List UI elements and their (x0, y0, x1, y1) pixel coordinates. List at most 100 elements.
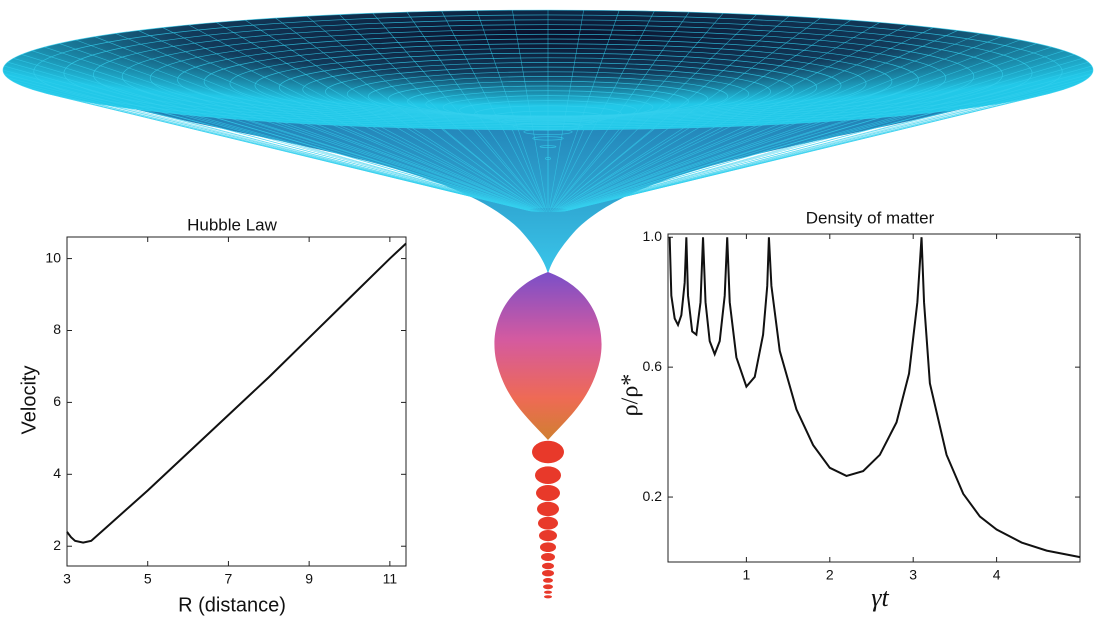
funnel-mesh (549, 129, 584, 213)
funnel-mesh (2, 69, 529, 211)
y-tick-label: 0.6 (643, 358, 663, 374)
plot-frame (667, 233, 1081, 563)
funnel-mesh (554, 126, 724, 213)
funnel-mesh (512, 10, 547, 209)
y-tick-label: 6 (53, 393, 61, 409)
funnel-mesh (553, 127, 690, 213)
bead (539, 530, 557, 542)
y-axis-label: Velocity (18, 366, 40, 435)
x-tick-label: 11 (383, 571, 398, 587)
plot-frame (66, 236, 407, 567)
funnel-mesh (4, 73, 529, 211)
funnel-mesh (557, 17, 821, 209)
funnel-mesh (567, 61, 1089, 211)
y-tick-label: 10 (45, 249, 61, 265)
bead (536, 485, 560, 501)
funnel-mesh (566, 46, 1052, 210)
funnel-mesh (476, 10, 546, 209)
x-axis-label: γt (871, 583, 889, 612)
x-tick-label: 7 (225, 571, 233, 587)
bead (543, 584, 553, 590)
x-tick-label: 4 (993, 567, 1001, 583)
bead (543, 578, 553, 583)
funnel-mesh (245, 19, 538, 209)
funnel-mesh (13, 58, 529, 210)
funnel-mesh (306, 123, 540, 213)
funnel-mesh (562, 27, 934, 209)
funnel-mesh (552, 11, 690, 209)
y-tick-label: 2 (53, 537, 61, 553)
funnel-mesh (555, 125, 757, 213)
funnel-mesh (21, 54, 529, 210)
funnel-mesh (21, 85, 529, 211)
funnel-illustration (2, 9, 1094, 599)
y-tick-label: 1.0 (643, 228, 663, 244)
funnel-mesh (59, 43, 531, 210)
y-axis-label: ρ/ρ* (618, 374, 644, 417)
funnel-mesh (564, 36, 1002, 210)
funnel-mesh (566, 50, 1065, 210)
x-tick-label: 9 (305, 571, 313, 587)
bead (544, 595, 552, 599)
bead (540, 542, 556, 552)
y-tick-label: 0.2 (643, 488, 663, 504)
x-tick-label: 2 (826, 567, 834, 583)
funnel-mesh (562, 112, 934, 212)
bead (535, 466, 561, 485)
funnel-mesh (31, 50, 530, 210)
funnel-mesh (550, 10, 620, 209)
x-tick-label: 3 (909, 567, 917, 583)
funnel-mesh (406, 11, 544, 209)
funnel-mesh (564, 103, 1002, 212)
bead (532, 440, 564, 464)
funnel-mesh (567, 58, 1083, 210)
funnel-mesh (339, 14, 541, 209)
funnel-mesh (476, 129, 546, 213)
funnel-mesh (406, 127, 543, 213)
x-tick-label: 1 (742, 567, 750, 583)
funnel-mesh (561, 24, 908, 209)
funnel-mesh (7, 61, 529, 211)
funnel-mesh (562, 30, 958, 209)
y-tick-label: 8 (53, 321, 61, 337)
funnel-mesh (13, 81, 529, 211)
bead (544, 590, 552, 594)
funnel-mesh (138, 30, 534, 209)
x-axis-label: R (distance) (178, 594, 286, 616)
funnel-mesh (306, 15, 540, 209)
chart-title: Hubble Law (187, 215, 278, 234)
funnel-mesh (7, 77, 529, 211)
bead (537, 501, 559, 517)
funnel-mesh (75, 39, 531, 210)
funnel-mesh (372, 12, 542, 209)
chart-title: Density of matter (806, 208, 935, 227)
funnel-mesh (556, 15, 790, 209)
funnel-mesh (560, 22, 880, 209)
funnel-mesh (555, 14, 757, 209)
funnel-mesh (441, 11, 545, 209)
funnel-mesh (188, 24, 535, 209)
funnel-mesh (563, 33, 981, 210)
funnel-mesh (558, 19, 851, 209)
bead (542, 570, 554, 577)
funnel-mesh (563, 106, 981, 212)
x-tick-label: 5 (144, 571, 152, 587)
funnel-mesh (115, 33, 533, 210)
funnel-mesh (550, 129, 620, 213)
funnel-mesh (372, 126, 542, 213)
funnel-mesh (94, 36, 532, 210)
data-line (668, 237, 1081, 559)
funnel-mesh (565, 39, 1021, 210)
funnel-mesh (565, 43, 1037, 210)
funnel-mesh (216, 22, 536, 209)
balloon (494, 272, 602, 440)
x-tick-label: 3 (63, 571, 71, 587)
funnel-mesh (512, 129, 547, 213)
y-tick-label: 4 (53, 465, 61, 481)
bead (541, 553, 555, 561)
bead (542, 562, 554, 570)
funnel-mesh (556, 123, 790, 213)
data-line (66, 242, 407, 544)
